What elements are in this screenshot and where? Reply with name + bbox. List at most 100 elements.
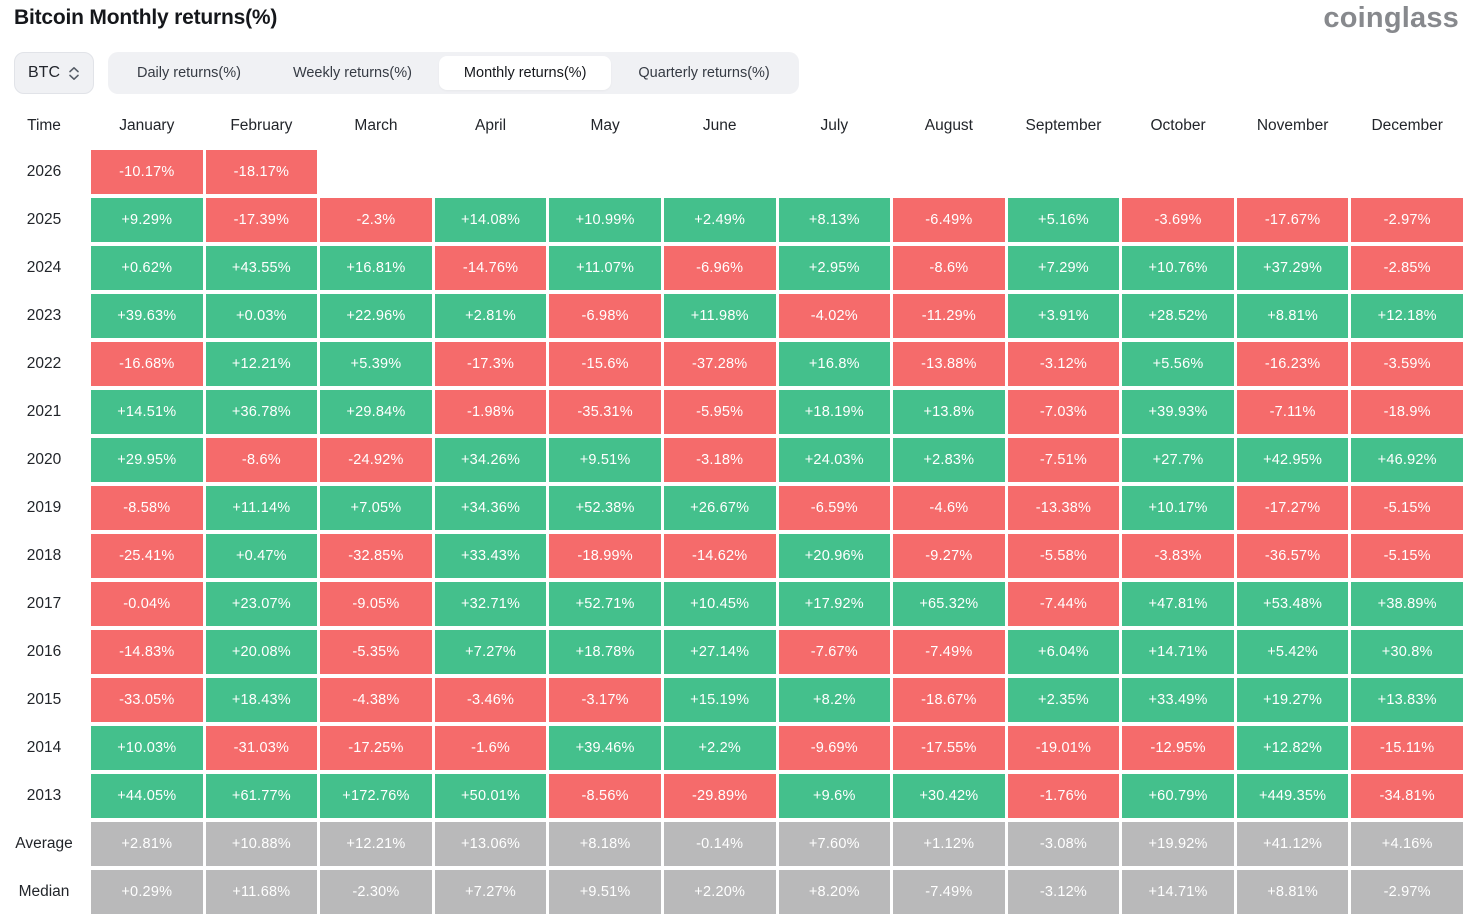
- empty-cell: [1351, 150, 1463, 194]
- return-cell: -4.6%: [893, 486, 1005, 530]
- return-cell: +0.29%: [91, 870, 203, 914]
- return-cell: +7.27%: [434, 630, 547, 674]
- return-cell: -19.01%: [1007, 726, 1120, 770]
- return-cell: +13.83%: [1351, 678, 1463, 722]
- return-cell: +2.95%: [778, 246, 891, 290]
- return-cell: +8.13%: [778, 198, 891, 242]
- return-cell: -31.03%: [205, 726, 318, 770]
- column-header-9: October: [1150, 117, 1206, 134]
- return-cell: -36.57%: [1236, 534, 1349, 578]
- return-cell: +28.52%: [1122, 294, 1234, 338]
- return-cell: -7.11%: [1236, 390, 1349, 434]
- row-label: 2020: [26, 451, 62, 468]
- return-cell: -1.76%: [1007, 774, 1120, 818]
- return-cell: -32.85%: [320, 534, 432, 578]
- return-cell: +8.81%: [1236, 870, 1349, 914]
- empty-cell: [320, 150, 432, 194]
- return-cell: +8.2%: [778, 678, 891, 722]
- return-cell: +2.20%: [663, 870, 776, 914]
- return-cell: +5.42%: [1236, 630, 1349, 674]
- return-cell: +46.92%: [1351, 438, 1463, 482]
- return-cell: -24.92%: [320, 438, 432, 482]
- return-cell: +29.84%: [320, 390, 432, 434]
- column-header-7: August: [924, 117, 973, 134]
- return-cell: +5.16%: [1007, 198, 1120, 242]
- row-label: 2016: [26, 643, 62, 660]
- return-cell: -17.55%: [893, 726, 1005, 770]
- return-cell: -37.28%: [663, 342, 776, 386]
- return-cell: +16.8%: [778, 342, 891, 386]
- column-header-time: Time: [27, 117, 61, 134]
- return-cell: +12.18%: [1351, 294, 1463, 338]
- tab-1[interactable]: Weekly returns(%): [268, 56, 437, 90]
- column-header-1: February: [230, 117, 293, 134]
- row-label: 2019: [26, 499, 62, 516]
- return-cell: +38.89%: [1351, 582, 1463, 626]
- return-cell: +30.8%: [1351, 630, 1463, 674]
- return-cell: +9.29%: [91, 198, 203, 242]
- return-cell: -14.76%: [434, 246, 547, 290]
- return-cell: +18.19%: [778, 390, 891, 434]
- row-label: 2026: [26, 163, 62, 180]
- return-cell: +60.79%: [1122, 774, 1234, 818]
- return-cell: -1.98%: [434, 390, 547, 434]
- tab-0[interactable]: Daily returns(%): [112, 56, 266, 90]
- tab-3[interactable]: Quarterly returns(%): [613, 56, 794, 90]
- return-cell: +24.03%: [778, 438, 891, 482]
- return-cell: -6.98%: [549, 294, 661, 338]
- return-cell: +11.07%: [549, 246, 661, 290]
- symbol-selector[interactable]: BTC: [14, 52, 94, 94]
- return-cell: -9.27%: [893, 534, 1005, 578]
- return-cell: -7.49%: [893, 870, 1005, 914]
- return-cell: -18.67%: [893, 678, 1005, 722]
- return-cell: -25.41%: [91, 534, 203, 578]
- return-cell: +10.03%: [91, 726, 203, 770]
- empty-cell: [435, 150, 547, 194]
- return-cell: +53.48%: [1236, 582, 1349, 626]
- return-cell: -2.30%: [320, 870, 432, 914]
- return-cell: -8.6%: [205, 438, 318, 482]
- return-cell: +41.12%: [1236, 822, 1349, 866]
- return-cell: +7.29%: [1007, 246, 1120, 290]
- return-cell: +37.29%: [1236, 246, 1349, 290]
- return-cell: -13.38%: [1007, 486, 1120, 530]
- return-cell: +47.81%: [1122, 582, 1234, 626]
- returns-table: 2026 -10.17% -18.17% 2025 +9.29% -17.39% -2.3%…: [0, 150, 1463, 914]
- empty-cell: [1122, 150, 1234, 194]
- row-label: 2022: [26, 355, 62, 372]
- return-cell: +14.71%: [1122, 870, 1234, 914]
- return-cell: -14.83%: [91, 630, 203, 674]
- return-cell: +27.7%: [1122, 438, 1234, 482]
- return-cell: -4.38%: [320, 678, 432, 722]
- return-cell: -9.05%: [320, 582, 432, 626]
- return-cell: -17.25%: [320, 726, 432, 770]
- return-cell: +44.05%: [91, 774, 203, 818]
- return-cell: +1.12%: [893, 822, 1005, 866]
- return-cell: +39.63%: [91, 294, 203, 338]
- return-cell: -4.02%: [778, 294, 891, 338]
- tab-2[interactable]: Monthly returns(%): [438, 56, 612, 90]
- return-cell: -7.03%: [1007, 390, 1120, 434]
- empty-cell: [1008, 150, 1120, 194]
- top-bar: Bitcoin Monthly returns(%) coinglass: [0, 0, 1477, 33]
- return-cell: -17.3%: [434, 342, 547, 386]
- return-cell: +19.92%: [1122, 822, 1234, 866]
- empty-cell: [779, 150, 891, 194]
- row-label: 2025: [26, 211, 62, 228]
- return-cell: -18.9%: [1351, 390, 1463, 434]
- return-cell: +2.81%: [434, 294, 547, 338]
- return-cell: -10.17%: [91, 150, 203, 194]
- return-cell: +9.51%: [549, 870, 661, 914]
- return-cell: +15.19%: [663, 678, 776, 722]
- return-cell: +172.76%: [320, 774, 432, 818]
- return-cell: -5.15%: [1351, 486, 1463, 530]
- row-label: 2017: [26, 595, 62, 612]
- return-cell: +10.88%: [205, 822, 318, 866]
- return-cell: +2.35%: [1007, 678, 1120, 722]
- row-label: 2018: [26, 547, 62, 564]
- return-cell: +12.82%: [1236, 726, 1349, 770]
- return-cell: +14.71%: [1122, 630, 1234, 674]
- return-cell: -3.46%: [434, 678, 547, 722]
- return-cell: +12.21%: [320, 822, 432, 866]
- row-label: 2014: [26, 739, 62, 756]
